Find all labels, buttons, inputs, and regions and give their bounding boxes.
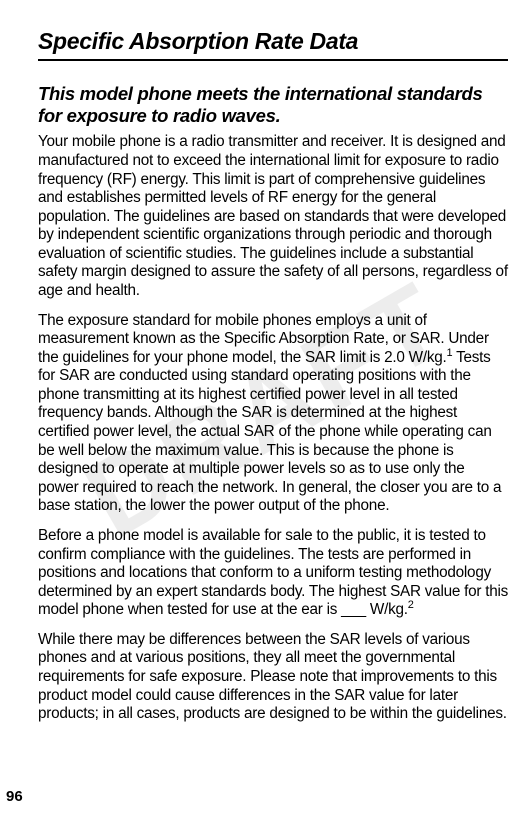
paragraph-3a: Before a phone model is available for sa… — [38, 527, 508, 618]
paragraph-3: Before a phone model is available for sa… — [38, 527, 508, 620]
paragraph-2a: The exposure standard for mobile phones … — [38, 312, 489, 366]
subtitle: This model phone meets the international… — [38, 83, 508, 127]
page-content: Specific Absorption Rate Data This model… — [0, 0, 532, 755]
page-number: 96 — [6, 788, 23, 805]
paragraph-1: Your mobile phone is a radio transmitter… — [38, 133, 508, 300]
paragraph-2: The exposure standard for mobile phones … — [38, 312, 508, 516]
paragraph-4: While there may be differences between t… — [38, 631, 508, 724]
paragraph-2b: Tests for SAR are conducted using standa… — [38, 349, 501, 515]
superscript-2: 2 — [408, 599, 414, 611]
page-title: Specific Absorption Rate Data — [38, 28, 508, 55]
title-rule — [38, 59, 508, 61]
